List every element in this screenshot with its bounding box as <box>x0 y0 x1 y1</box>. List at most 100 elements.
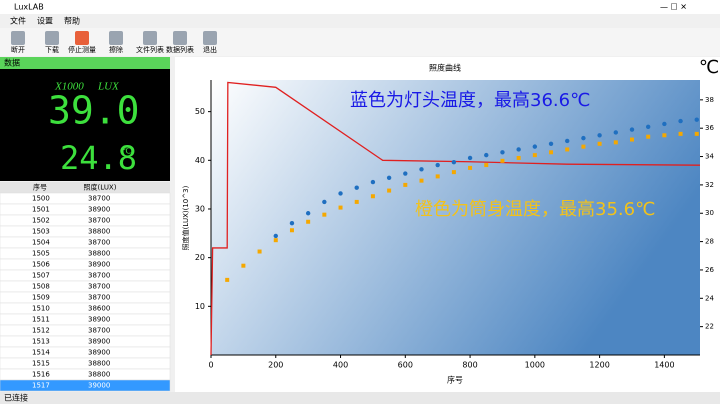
table-row[interactable] <box>0 368 171 381</box>
x-tick-label: 600 <box>398 361 413 370</box>
temp-point <box>306 219 311 224</box>
temp-point <box>435 162 440 168</box>
tool-label[interactable]: 下载 <box>45 45 59 54</box>
temp-point <box>678 131 683 136</box>
x-tick-label: 400 <box>333 361 348 370</box>
tool-label[interactable]: 断开 <box>11 45 25 54</box>
table-cell: 38700 <box>88 283 110 291</box>
y2-tick-label: 30 <box>705 209 714 217</box>
tool-icon[interactable] <box>45 31 59 45</box>
table-cell: 39000 <box>88 382 110 390</box>
temp-point <box>451 160 457 165</box>
table-cell: 38900 <box>88 206 110 214</box>
table-cell: 1509 <box>32 294 50 302</box>
table-cell: 38800 <box>88 371 110 379</box>
table-row[interactable] <box>0 214 171 227</box>
display-temp: 24.8 <box>60 139 137 177</box>
table-row[interactable] <box>0 236 171 249</box>
y-tick-label: 50 <box>195 107 205 116</box>
temp-point <box>597 141 602 146</box>
table-row[interactable] <box>0 269 171 282</box>
table-cell: 1502 <box>32 217 50 225</box>
plot-area <box>211 80 700 355</box>
temp-point <box>273 233 278 239</box>
table-cell: 38700 <box>88 294 110 302</box>
y-axis-label: 照度值(LUX)(10^3) <box>181 185 190 250</box>
panel-title: 数据 <box>4 58 20 68</box>
table-row[interactable] <box>0 247 171 260</box>
table-row[interactable] <box>0 379 171 392</box>
table-row[interactable] <box>0 258 171 271</box>
tool-label[interactable]: 擦除 <box>109 45 123 54</box>
table-cell: 38700 <box>88 217 110 225</box>
temp-point <box>662 133 667 138</box>
temp-point <box>532 153 537 158</box>
tool-label[interactable]: 数据列表 <box>166 45 194 54</box>
temp-point <box>516 147 521 152</box>
table-cell: 1510 <box>32 305 50 313</box>
tool-icon[interactable] <box>143 31 157 45</box>
series-line <box>210 81 701 356</box>
table-cell: 1507 <box>32 272 50 280</box>
table-cell: 1514 <box>32 349 50 357</box>
temp-point <box>387 188 392 193</box>
menu-item[interactable]: 帮助 <box>64 16 80 26</box>
tool-icon[interactable] <box>173 31 187 45</box>
table-cell: 1515 <box>32 360 50 368</box>
table-row[interactable] <box>0 313 171 326</box>
table-row[interactable] <box>0 324 171 337</box>
temp-point <box>678 118 683 124</box>
table-row[interactable] <box>0 357 171 370</box>
table-row[interactable] <box>0 192 171 205</box>
temp-point <box>322 199 327 205</box>
temp-point <box>645 124 651 129</box>
table-cell: 1501 <box>32 206 50 214</box>
tool-icon[interactable] <box>203 31 217 45</box>
temp-point <box>467 155 473 161</box>
tool-icon[interactable] <box>109 31 123 45</box>
tool-icon[interactable] <box>75 31 89 45</box>
tool-label[interactable]: 退出 <box>203 45 217 54</box>
temp-point <box>338 191 343 196</box>
table-row[interactable] <box>0 335 171 348</box>
table-row[interactable] <box>0 291 171 304</box>
table-cell: 1505 <box>32 250 50 258</box>
table-row[interactable] <box>0 302 171 315</box>
table-row[interactable] <box>0 280 171 293</box>
temp-point <box>403 182 408 187</box>
table-cell: 1508 <box>32 283 50 291</box>
menu-item[interactable]: 设置 <box>37 16 53 26</box>
table-cell: 38700 <box>88 195 110 203</box>
window-controls[interactable]: — ☐ ✕ <box>660 3 687 12</box>
table-cell: 38700 <box>88 327 110 335</box>
table-row[interactable] <box>0 225 171 238</box>
tool-label[interactable]: 停止测量 <box>68 45 96 54</box>
temp-point <box>565 147 570 152</box>
x-tick-label: 1000 <box>525 361 545 370</box>
temp-point <box>273 238 278 243</box>
table-cell: 1500 <box>32 195 50 203</box>
temp-point <box>581 135 586 141</box>
temp-point <box>305 211 311 216</box>
temp-point <box>403 171 408 176</box>
temp-point <box>370 179 376 185</box>
temp-point <box>694 117 699 122</box>
y2-tick-label: 24 <box>705 294 714 302</box>
table-row[interactable] <box>0 346 171 359</box>
display-temp-unit: ℃ <box>122 147 131 156</box>
tool-icon[interactable] <box>11 31 25 45</box>
display-scale: X1000 <box>54 81 84 93</box>
table-row[interactable] <box>0 203 171 216</box>
y2-tick-label: 34 <box>705 153 714 161</box>
table-cell: 1512 <box>32 327 50 335</box>
temp-point <box>532 144 538 149</box>
y2-tick-label: 36 <box>705 124 714 132</box>
y2-tick-label: 22 <box>705 323 714 331</box>
temp-point <box>565 138 570 144</box>
tool-label[interactable]: 文件列表 <box>136 45 164 54</box>
x-tick-label: 200 <box>268 361 283 370</box>
menu-item[interactable]: 文件 <box>10 16 26 26</box>
table-cell: 38900 <box>88 316 110 324</box>
table-header: 照度(LUX) <box>84 183 117 192</box>
